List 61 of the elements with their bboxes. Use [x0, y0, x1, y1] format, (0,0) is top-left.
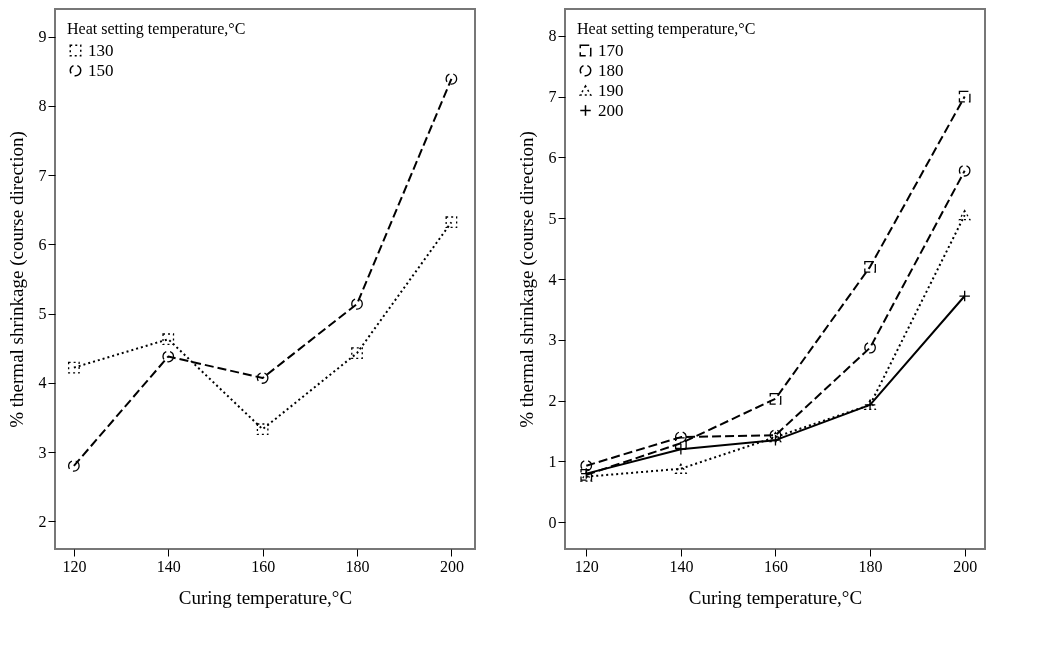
y-tick-label: 3: [38, 443, 47, 461]
x-tick-label: 180: [858, 557, 883, 575]
y-tick-label: 3: [548, 331, 557, 349]
x-tick-label: 140: [156, 557, 181, 575]
point: [351, 347, 363, 359]
legend-label: 200: [598, 100, 624, 120]
x-tick-label: 140: [669, 557, 694, 575]
y-tick-label: 1: [548, 452, 557, 470]
point: [67, 361, 80, 374]
point: [256, 372, 269, 384]
point: [958, 90, 971, 103]
x-tick-label: 120: [62, 557, 87, 575]
point: [162, 350, 175, 363]
y-axis-title: % thermal shrinkage (course direction): [5, 131, 28, 428]
point: [674, 463, 687, 474]
x-tick-label: 160: [763, 557, 788, 575]
y-tick-label: 0: [548, 513, 557, 531]
legend-label: 190: [598, 80, 624, 100]
x-tick-label: 180: [345, 557, 370, 575]
point: [256, 423, 269, 436]
x-axis-title: Curing temperature,°C: [688, 586, 863, 608]
x-tick-label: 200: [439, 557, 464, 575]
point: [67, 460, 80, 472]
y-tick-label: 6: [38, 235, 47, 253]
point: [674, 431, 687, 443]
legend-title: Heat setting temperature,°C: [577, 20, 756, 38]
legend-label: 130: [88, 40, 114, 60]
y-tick-label: 8: [548, 27, 557, 45]
y-tick-label: 8: [38, 97, 47, 115]
x-tick-label: 120: [574, 557, 599, 575]
x-tick-label: 200: [953, 557, 978, 575]
point: [445, 216, 458, 229]
y-tick-label: 2: [38, 512, 47, 530]
point: [958, 209, 971, 221]
y-tick-label: 4: [38, 374, 47, 392]
legend-label: 150: [88, 60, 114, 80]
point: [162, 333, 175, 346]
point: [580, 459, 593, 472]
point: [769, 392, 782, 405]
legend-label: 170: [598, 40, 624, 60]
y-tick-label: 7: [38, 166, 47, 184]
y-tick-label: 2: [548, 392, 557, 410]
legend-title: Heat setting temperature,°C: [67, 20, 246, 38]
y-tick-label: 5: [548, 209, 557, 227]
point: [580, 471, 593, 482]
point: [958, 164, 971, 177]
y-tick-label: 4: [548, 270, 557, 288]
x-tick-label: 160: [251, 557, 276, 575]
point: [351, 298, 363, 310]
y-tick-label: 5: [38, 305, 47, 323]
point: [445, 73, 458, 85]
point: [674, 437, 687, 450]
point: [958, 290, 971, 302]
y-tick-label: 6: [548, 148, 557, 166]
y-axis-title: % thermal shrinkage (course direction): [515, 131, 538, 428]
legend-label: 180: [598, 60, 624, 80]
point: [864, 341, 876, 354]
point: [864, 260, 876, 273]
y-tick-label: 9: [38, 28, 47, 46]
y-tick-label: 7: [548, 88, 557, 106]
x-axis-title: Curing temperature,°C: [178, 586, 353, 608]
